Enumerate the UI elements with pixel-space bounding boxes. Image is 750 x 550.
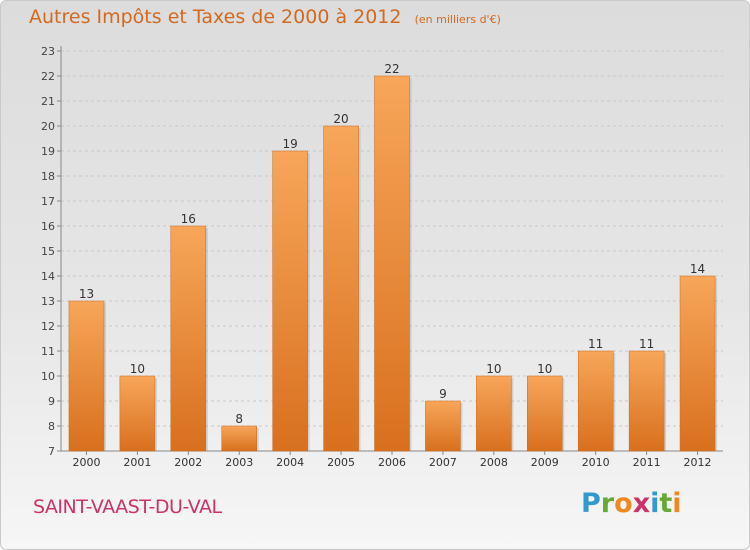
bar (323, 125, 359, 452)
y-tick-label: 19 (41, 145, 55, 158)
bar (628, 350, 665, 452)
x-tick-label: 2002 (174, 456, 202, 469)
y-tick-label: 12 (41, 320, 55, 333)
bar-value-label: 10 (486, 362, 501, 376)
x-tick-label: 2011 (633, 456, 661, 469)
bar (527, 375, 563, 452)
labels-layer: 7 8 9 10 11 12 13 14 15 16 17 18 19 20 21 22 23 13 2000 10 2… (41, 45, 712, 469)
bar-value-label: 10 (130, 362, 145, 376)
bar-value-label: 11 (639, 337, 654, 351)
logo-letter: x (632, 488, 651, 519)
bar-value-label: 8 (235, 412, 243, 426)
commune-name: SAINT-VAAST-DU-VAL (33, 496, 222, 518)
bar-value-label: 10 (537, 362, 552, 376)
y-tick-label: 10 (41, 370, 55, 383)
y-tick-label: 15 (41, 245, 55, 258)
x-tick-label: 2006 (378, 456, 406, 469)
y-tick-label: 9 (48, 395, 55, 408)
x-tick-label: 2010 (582, 456, 610, 469)
bar-value-label: 11 (588, 337, 603, 351)
x-tick-label: 2003 (225, 456, 253, 469)
y-tick-label: 21 (41, 95, 55, 108)
y-tick-label: 23 (41, 45, 55, 58)
y-tick-label: 11 (41, 345, 55, 358)
logo-letter: i (650, 488, 660, 519)
chart-subtitle: (en milliers d'€) (414, 13, 501, 26)
bar-value-label: 16 (181, 212, 196, 226)
x-tick-label: 2000 (72, 456, 100, 469)
y-tick-label: 16 (41, 220, 55, 233)
x-tick-label: 2009 (531, 456, 559, 469)
bar-value-label: 9 (439, 387, 447, 401)
x-tick-label: 2004 (276, 456, 304, 469)
bar (374, 75, 410, 452)
bar (476, 375, 512, 452)
y-tick-label: 20 (41, 120, 55, 133)
x-tick-label: 2005 (327, 456, 355, 469)
x-tick-label: 2007 (429, 456, 457, 469)
bar (425, 400, 461, 452)
x-tick-label: 2012 (684, 456, 712, 469)
logo-letter: o (614, 488, 633, 519)
bar (272, 150, 308, 452)
chart-title: Autres Impôts et Taxes de 2000 à 2012 (29, 6, 402, 28)
bar (577, 350, 614, 452)
logo-letter: i (672, 488, 682, 519)
bar (679, 275, 716, 452)
title-row: Autres Impôts et Taxes de 2000 à 2012 (e… (29, 6, 501, 28)
bar (68, 300, 105, 452)
y-tick-label: 7 (48, 445, 55, 458)
bar (221, 425, 257, 452)
bar-value-label: 14 (690, 262, 705, 276)
logo-letter: r (600, 488, 615, 519)
bar-value-label: 22 (384, 62, 399, 76)
bar-value-label: 19 (283, 137, 298, 151)
bar-value-label: 20 (333, 112, 348, 126)
bar (119, 375, 156, 452)
proxiti-logo: Proxiti (581, 488, 682, 519)
logo-letter: t (659, 488, 673, 519)
y-tick-label: 14 (41, 270, 55, 283)
y-tick-label: 22 (41, 70, 55, 83)
x-tick-label: 2008 (480, 456, 508, 469)
bars-layer (68, 75, 718, 452)
bar-value-label: 13 (79, 287, 94, 301)
x-tick-label: 2001 (123, 456, 151, 469)
y-tick-label: 8 (48, 420, 55, 433)
y-tick-label: 17 (41, 195, 55, 208)
bar (170, 225, 207, 452)
y-tick-label: 18 (41, 170, 55, 183)
y-tick-label: 13 (41, 295, 55, 308)
logo-letter: P (581, 488, 601, 519)
